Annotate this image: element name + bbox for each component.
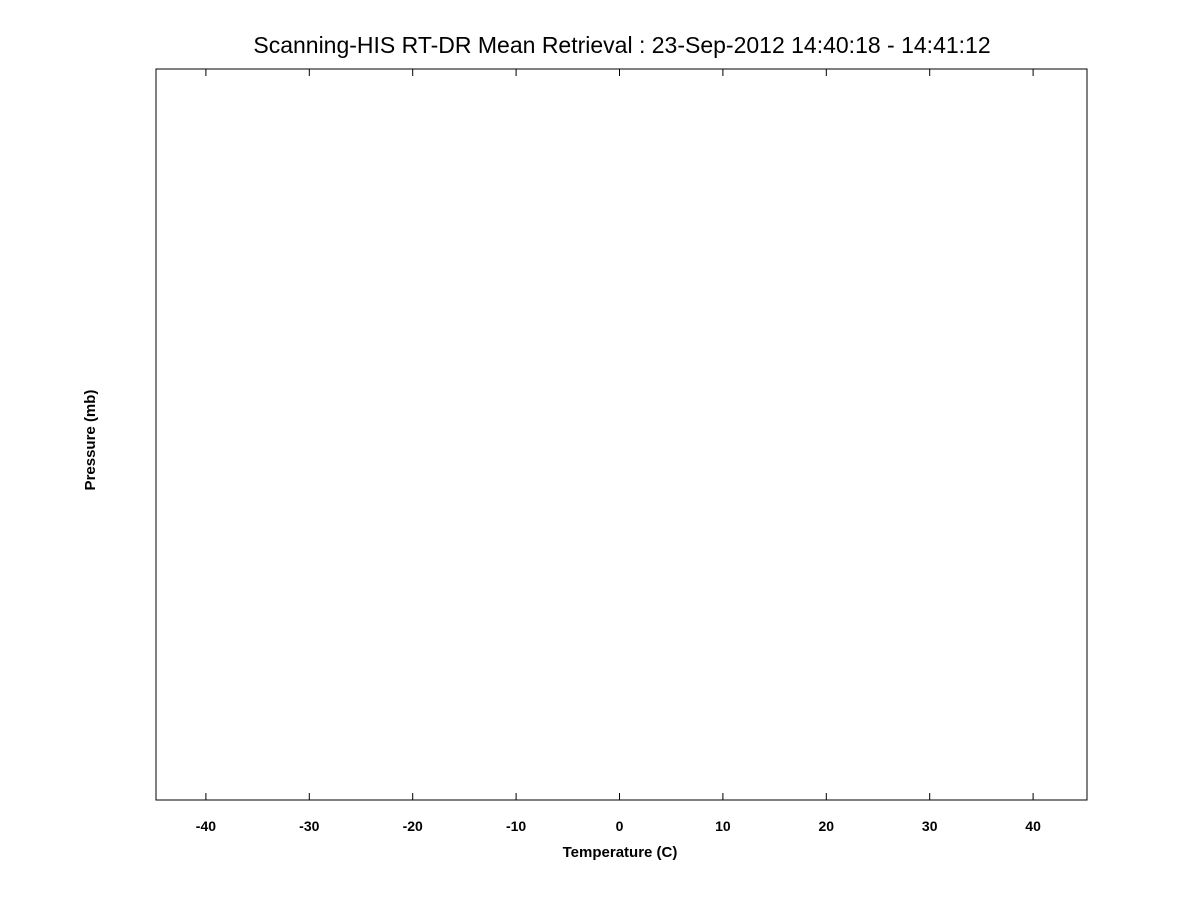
x-tick-label: -40: [196, 818, 216, 834]
x-tick-label: -30: [299, 818, 319, 834]
x-tick-label: -10: [506, 818, 526, 834]
plot-frame: [155, 68, 1088, 801]
plot-background: [156, 69, 1087, 800]
x-tick-label: 40: [1025, 818, 1041, 834]
chart-title: Scanning-HIS RT-DR Mean Retrieval : 23-S…: [253, 32, 990, 58]
x-tick-label: 0: [616, 818, 624, 834]
y-axis-label: Pressure (mb): [82, 390, 99, 491]
x-tick-label: -20: [403, 818, 423, 834]
x-tick-label: 10: [715, 818, 731, 834]
x-axis-label: Temperature (C): [563, 844, 678, 861]
x-tick-label: 30: [922, 818, 938, 834]
x-axis-ticks: -40 -30 -20 -10 0 10 20 30 40: [196, 69, 1041, 834]
x-tick-label: 20: [819, 818, 835, 834]
